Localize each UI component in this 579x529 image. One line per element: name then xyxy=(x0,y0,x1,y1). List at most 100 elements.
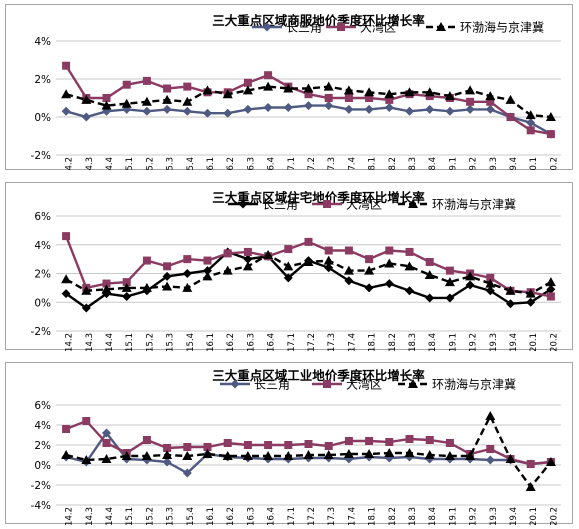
x-tick-label: 2018.1 xyxy=(368,157,378,171)
data-point xyxy=(506,299,515,309)
data-point xyxy=(365,94,374,102)
x-tick-label: 2016.4 xyxy=(267,507,277,525)
data-point xyxy=(62,61,71,70)
x-tick-label: 2016.2 xyxy=(226,333,236,351)
data-point xyxy=(364,283,374,293)
data-point xyxy=(81,285,92,295)
data-point xyxy=(384,279,394,289)
series-1 xyxy=(62,61,555,139)
legend-label: 环渤海与京津冀 xyxy=(432,197,516,212)
data-point xyxy=(425,436,434,444)
data-point xyxy=(323,81,334,91)
data-point xyxy=(405,247,414,256)
data-point xyxy=(142,256,151,265)
data-point xyxy=(324,263,334,273)
y-tick-label: 2% xyxy=(34,74,51,86)
data-point xyxy=(405,106,414,116)
data-point xyxy=(162,281,173,291)
data-point xyxy=(202,271,213,281)
data-point xyxy=(384,89,395,99)
y-tick-label: 4% xyxy=(34,420,51,432)
x-tick-label: 2017.2 xyxy=(307,333,317,351)
data-point xyxy=(101,284,112,294)
industrial-land-price-chart: 三大重点区域工业地价季度环比增长率 -4% -2% 0% 2% 4% 6% 2014.2 201… xyxy=(5,362,573,525)
data-point xyxy=(424,450,435,459)
x-tick-label: 2018.2 xyxy=(388,333,398,351)
data-point xyxy=(61,89,72,99)
data-point xyxy=(102,94,111,102)
data-point xyxy=(121,451,132,460)
data-point xyxy=(485,278,496,288)
data-point xyxy=(203,108,212,118)
data-point xyxy=(182,451,193,460)
data-point xyxy=(323,450,334,459)
data-point xyxy=(162,94,173,104)
x-tick-label: 2015.3 xyxy=(166,333,176,351)
data-point xyxy=(545,112,556,121)
x-tick-label: 2017.4 xyxy=(347,333,357,351)
data-point xyxy=(445,266,454,275)
data-point xyxy=(242,261,253,271)
x-tick-label: 2019.1 xyxy=(448,333,458,351)
y-tick-label: 0% xyxy=(34,112,51,124)
x-tick-label: 2015.2 xyxy=(145,157,155,171)
data-point xyxy=(545,277,556,287)
series-2 xyxy=(61,411,556,491)
data-point xyxy=(486,445,495,453)
data-point xyxy=(546,292,555,301)
x-tick-label: 2016.1 xyxy=(206,507,216,525)
data-point xyxy=(122,278,131,287)
x-tick-label: 2017.3 xyxy=(327,507,337,525)
data-point xyxy=(546,130,555,139)
data-point xyxy=(283,103,293,112)
data-point xyxy=(283,83,294,93)
data-point xyxy=(121,98,132,108)
x-tick-label: 2014.3 xyxy=(85,333,95,351)
data-point xyxy=(425,258,434,266)
x-tick-label: 2019.1 xyxy=(448,157,458,171)
x-tick-label: 2016.3 xyxy=(246,157,256,171)
data-point xyxy=(284,441,293,449)
x-tick-label: 2015.3 xyxy=(166,507,176,525)
data-point xyxy=(384,103,394,112)
y-tick-label: 0% xyxy=(34,297,51,309)
data-point xyxy=(323,255,334,265)
data-point xyxy=(183,82,192,91)
data-point xyxy=(344,276,354,286)
data-point xyxy=(525,482,536,491)
data-point xyxy=(465,451,476,460)
data-point xyxy=(526,460,535,468)
data-point xyxy=(545,457,556,466)
data-point xyxy=(485,104,495,114)
data-point xyxy=(62,425,71,433)
legend-label: 长三角 xyxy=(254,378,290,392)
data-point xyxy=(404,448,415,457)
legend-label: 大湾区 xyxy=(346,377,382,392)
data-point xyxy=(61,289,71,299)
y-tick-label: -2% xyxy=(31,150,51,162)
data-point xyxy=(243,104,253,114)
data-point xyxy=(485,411,496,420)
grid-lines xyxy=(56,40,561,156)
legend-label: 环渤海与京津冀 xyxy=(460,20,544,35)
data-point xyxy=(263,451,274,460)
data-point xyxy=(121,282,132,292)
x-tick-label: 2020.1 xyxy=(529,157,539,171)
x-tick-label: 2014.3 xyxy=(85,157,95,171)
y-tick-label: -4% xyxy=(31,500,51,512)
data-point xyxy=(283,451,294,460)
data-point xyxy=(222,89,233,99)
data-point xyxy=(485,91,496,101)
x-tick-label: 2018.2 xyxy=(388,157,398,171)
data-point xyxy=(202,449,213,458)
data-point xyxy=(324,442,333,450)
x-tick-label: 2015.4 xyxy=(186,157,196,171)
legend-label: 环渤海与京津冀 xyxy=(432,377,516,392)
data-point xyxy=(61,274,72,284)
data-point xyxy=(526,118,536,128)
x-tick-label: 2018.3 xyxy=(408,333,418,351)
x-tick-label: 2015.1 xyxy=(125,157,135,171)
legend-marker xyxy=(408,199,418,208)
data-point xyxy=(142,106,152,116)
data-point xyxy=(344,437,353,445)
